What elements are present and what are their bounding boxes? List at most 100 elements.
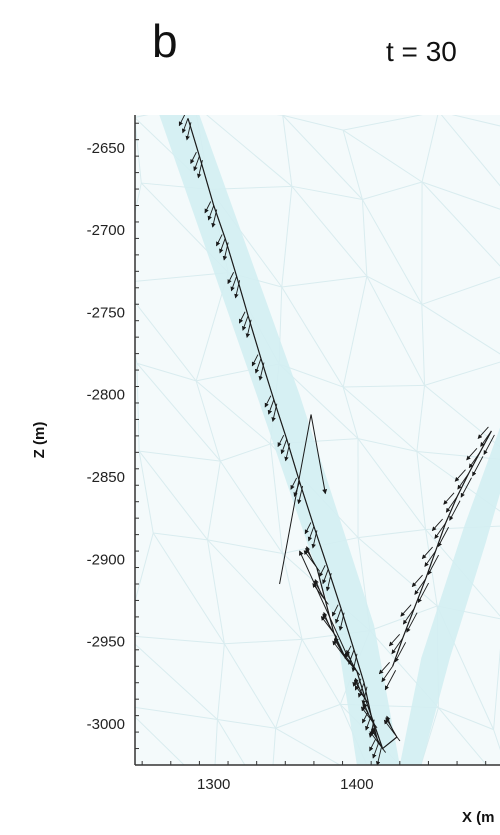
velocity-vector — [178, 115, 186, 127]
mesh-edge — [207, 539, 283, 555]
mesh-edge — [416, 451, 427, 530]
velocity-vector — [414, 578, 426, 595]
mesh-edge — [493, 729, 500, 751]
velocity-vector — [216, 234, 223, 247]
x-tick-label: 1300 — [197, 776, 230, 793]
mesh-edge — [135, 643, 218, 720]
velocity-vector — [417, 582, 429, 604]
mesh-edge — [217, 718, 276, 729]
mesh-edge — [195, 380, 271, 445]
mesh-edge — [223, 643, 277, 729]
velocity-vector — [267, 399, 275, 415]
long-arrow-0 — [279, 414, 328, 585]
velocity-vector — [411, 574, 423, 588]
mesh-edge — [219, 460, 283, 554]
mesh-edge — [366, 275, 423, 305]
mesh-edge — [139, 450, 221, 462]
y-tick-label: -2800 — [87, 387, 125, 404]
mesh-edge — [135, 706, 218, 720]
velocity-vector — [254, 358, 262, 374]
velocity-vector — [204, 201, 212, 214]
velocity-vector — [434, 522, 446, 540]
velocity-vector — [445, 496, 458, 513]
mesh-edge — [135, 115, 149, 118]
mesh-edge — [342, 276, 368, 388]
mesh-edge — [424, 361, 500, 386]
y-tick-label: -2950 — [87, 634, 125, 651]
mesh-edge — [438, 707, 494, 731]
velocity-vector — [372, 743, 379, 759]
velocity-vector — [190, 151, 197, 165]
mesh-edge — [361, 199, 423, 305]
mesh-edge — [135, 635, 225, 645]
velocity-vector — [251, 354, 259, 367]
mesh-edge — [135, 301, 197, 382]
velocity-vector — [230, 276, 238, 292]
mesh-edge — [420, 707, 439, 765]
velocity-vector — [477, 426, 489, 439]
mesh-edge — [421, 304, 426, 386]
velocity-vector — [264, 395, 272, 408]
velocity-vector — [277, 434, 285, 448]
velocity-vector — [361, 686, 368, 705]
velocity-vector — [406, 612, 418, 633]
mesh-edge — [220, 443, 271, 462]
mesh-edge — [282, 553, 303, 640]
velocity-vector — [362, 711, 369, 724]
velocity-vector — [369, 731, 386, 753]
mesh-edge — [451, 115, 500, 127]
velocity-vector — [460, 477, 472, 498]
mesh-edge — [269, 443, 284, 554]
mesh-edge — [376, 781, 416, 785]
velocity-vector — [472, 456, 484, 477]
mesh-edge — [301, 639, 341, 705]
velocity-vector — [483, 434, 495, 456]
mesh-edge — [281, 286, 344, 388]
vector-strand-1 — [316, 567, 398, 750]
mesh-edge — [213, 794, 270, 807]
velocity-vector — [304, 522, 312, 535]
velocity-vector — [437, 526, 450, 548]
mesh-edge — [136, 362, 221, 462]
velocity-vector — [449, 500, 461, 521]
mesh-edge — [272, 728, 277, 765]
mesh-edge — [136, 363, 140, 452]
velocity-vector — [242, 315, 249, 331]
mesh-edge — [421, 276, 500, 305]
velocity-vector — [394, 642, 407, 663]
mesh-edge — [343, 115, 423, 131]
mesh-edge — [275, 727, 341, 765]
mesh-edge — [342, 386, 359, 439]
mesh-edge — [493, 648, 500, 730]
velocity-vector — [381, 666, 394, 683]
mesh-edge — [207, 539, 303, 640]
x-tick-label: 1400 — [340, 776, 373, 793]
velocity-vector — [322, 569, 329, 585]
velocity-vector — [375, 747, 382, 765]
velocity-vector — [319, 564, 326, 578]
mesh-edge — [291, 185, 363, 200]
mesh-edge — [440, 115, 500, 187]
velocity-vector — [290, 477, 298, 490]
x-axis-title: X (m — [462, 809, 495, 826]
velocity-vector — [335, 608, 342, 624]
mesh-edge — [342, 130, 363, 200]
velocity-vector — [227, 272, 235, 285]
velocity-vector — [400, 604, 412, 617]
mesh-edge — [275, 703, 341, 729]
vector-strand-2 — [392, 430, 492, 667]
velocity-vector — [207, 205, 215, 221]
velocity-vector — [388, 633, 401, 647]
mesh-edge — [421, 115, 439, 183]
y-tick-label: -2750 — [87, 304, 125, 321]
mesh-edge — [138, 450, 154, 534]
mesh-edge — [438, 707, 488, 765]
mesh-edge — [136, 362, 197, 382]
velocity-vector — [431, 518, 443, 532]
velocity-vector — [391, 638, 404, 655]
velocity-vector — [307, 526, 315, 542]
velocity-vector — [369, 739, 376, 752]
mesh-edge — [357, 438, 418, 452]
velocity-vector — [238, 311, 246, 324]
